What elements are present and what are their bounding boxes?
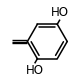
Text: HO: HO — [51, 6, 69, 19]
Text: HO: HO — [26, 64, 44, 77]
